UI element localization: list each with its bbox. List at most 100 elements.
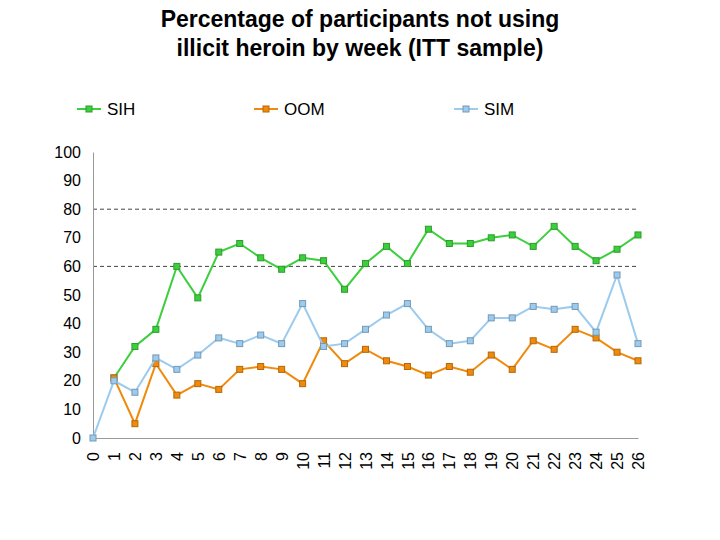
point: [593, 329, 599, 335]
x-tick: 5: [190, 438, 207, 461]
point: [195, 381, 201, 387]
chart: Percentage of participants not usingilli…: [0, 0, 720, 540]
y-tick-label: 90: [63, 172, 81, 189]
x-tick-label: 7: [232, 452, 249, 461]
point: [153, 355, 159, 361]
x-tick: 21: [525, 438, 542, 470]
legend-label: SIH: [107, 100, 135, 119]
x-tick-label: 15: [400, 452, 417, 470]
point: [425, 372, 431, 378]
x-tick: 10: [295, 438, 312, 470]
x-tick: 1: [106, 438, 123, 461]
x-tick-label: 5: [190, 452, 207, 461]
x-tick: 6: [211, 438, 228, 461]
point: [635, 232, 641, 238]
point: [467, 338, 473, 344]
point: [216, 386, 222, 392]
x-tick: 18: [462, 438, 479, 470]
legend-label: SIM: [484, 100, 514, 119]
point: [132, 389, 138, 395]
point: [530, 338, 536, 344]
point: [300, 301, 306, 307]
x-tick-label: 13: [358, 452, 375, 470]
legend: SIH OOM SIM: [77, 100, 514, 119]
point: [635, 358, 641, 364]
x-tick: 26: [630, 438, 647, 470]
x-tick-label: 21: [525, 452, 542, 470]
point: [237, 366, 243, 372]
x-tick: 24: [588, 438, 605, 470]
x-tick: 22: [546, 438, 563, 470]
x-tick-label: 12: [337, 452, 354, 470]
point: [593, 258, 599, 264]
y-tick-label: 0: [72, 430, 81, 447]
series-line: [93, 275, 638, 438]
x-tick: 12: [337, 438, 354, 470]
point: [237, 341, 243, 347]
x-tick-label: 20: [504, 452, 521, 470]
point: [258, 364, 264, 370]
point: [195, 352, 201, 358]
reference-lines: [93, 209, 638, 266]
point: [530, 243, 536, 249]
y-tick-label: 40: [63, 315, 81, 332]
point: [425, 226, 431, 232]
point: [467, 241, 473, 247]
point: [363, 326, 369, 332]
point: [593, 335, 599, 341]
y-tick-label: 30: [63, 344, 81, 361]
x-tick: 17: [441, 438, 458, 470]
y-axis: 0102030405060708090100: [54, 144, 93, 447]
point: [174, 366, 180, 372]
legend-label: OOM: [284, 100, 325, 119]
x-tick-label: 0: [85, 452, 102, 461]
y-tick: 60: [63, 258, 93, 275]
point: [446, 241, 452, 247]
plot-area: [90, 223, 641, 441]
point: [572, 303, 578, 309]
legend-item: SIH: [77, 100, 135, 119]
x-tick-label: 3: [148, 452, 165, 461]
point: [383, 358, 389, 364]
x-tick-label: 10: [295, 452, 312, 470]
point: [551, 306, 557, 312]
x-tick: 9: [274, 438, 291, 461]
x-tick: 8: [253, 438, 270, 461]
point: [300, 381, 306, 387]
title: Percentage of participants not usingilli…: [161, 6, 560, 61]
point: [614, 349, 620, 355]
x-tick-label: 18: [462, 452, 479, 470]
x-tick-label: 1: [106, 452, 123, 461]
point: [216, 249, 222, 255]
x-tick: 3: [148, 438, 165, 461]
x-tick-label: 22: [546, 452, 563, 470]
x-tick: 14: [379, 438, 396, 470]
x-tick: 11: [316, 438, 333, 469]
point: [258, 332, 264, 338]
legend-item: OOM: [254, 100, 325, 119]
point: [551, 223, 557, 229]
point: [174, 263, 180, 269]
point: [551, 346, 557, 352]
point: [404, 261, 410, 267]
point: [342, 361, 348, 367]
reference-line: [93, 209, 638, 210]
point: [342, 341, 348, 347]
y-tick: 10: [63, 401, 93, 418]
x-tick-label: 26: [630, 452, 647, 470]
x-tick-label: 2: [127, 452, 144, 461]
point: [132, 343, 138, 349]
x-axis: 0123456789101112131415161718192021222324…: [85, 438, 647, 470]
point: [467, 369, 473, 375]
y-axis-line: [93, 153, 94, 439]
y-tick-label: 20: [63, 372, 81, 389]
x-tick: 15: [400, 438, 417, 470]
legend-marker: [86, 106, 92, 112]
legend-item: SIM: [454, 100, 514, 119]
x-tick-label: 24: [588, 452, 605, 470]
y-tick-label: 70: [63, 229, 81, 246]
point: [383, 243, 389, 249]
x-tick: 7: [232, 438, 249, 461]
point: [635, 341, 641, 347]
legend-marker: [463, 106, 469, 112]
